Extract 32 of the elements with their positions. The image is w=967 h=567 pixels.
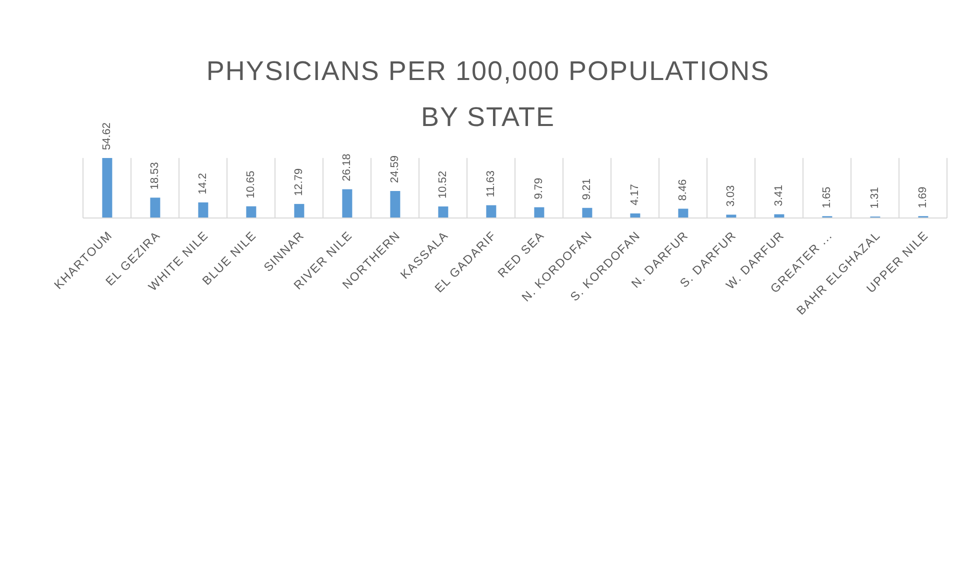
data-label: 26.18 [341,154,354,182]
bar [534,207,544,218]
bar [678,208,688,218]
bar [582,208,592,218]
bar [198,202,208,218]
bar [438,206,448,218]
data-label: 3.41 [773,184,786,206]
data-label: 9.21 [581,178,594,200]
data-label: 54.62 [101,122,114,150]
data-label: 11.63 [485,170,498,198]
bar [294,204,304,218]
data-label: 1.31 [869,187,882,209]
data-label: 24.59 [389,155,402,183]
data-label: 1.65 [821,186,834,208]
bar [102,158,112,218]
data-label: 9.79 [533,178,546,200]
chart-title: PHYSICIANS PER 100,000 POPULATIONS BY STATE [205,55,771,134]
data-label: 1.69 [917,186,930,208]
bar [342,189,352,218]
data-label: 14.2 [197,172,210,194]
bar [150,198,160,218]
data-label: 4.17 [629,184,642,206]
bar [246,206,256,218]
data-label: 18.53 [149,162,162,190]
data-label: 8.46 [677,179,690,201]
bar [486,205,496,218]
bar [726,214,736,218]
bar [390,190,400,218]
data-label: 12.79 [293,168,306,196]
data-label: 10.52 [437,170,450,198]
data-label: 3.03 [725,185,738,207]
data-label: 10.65 [245,170,258,198]
